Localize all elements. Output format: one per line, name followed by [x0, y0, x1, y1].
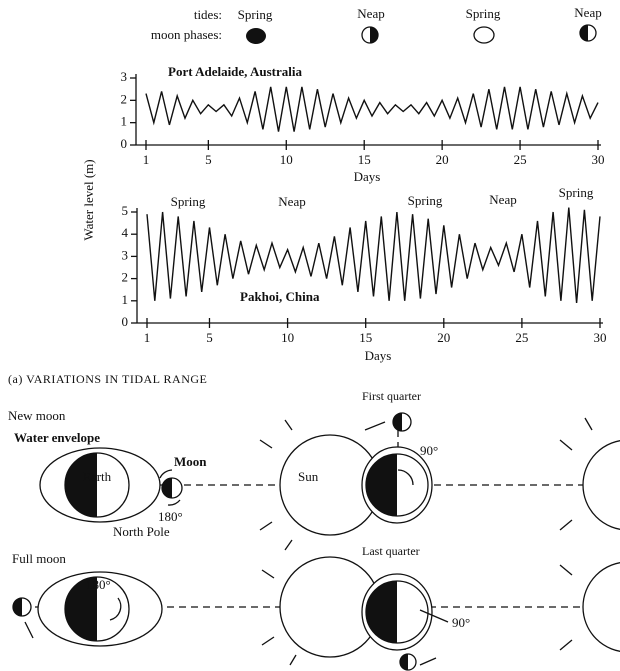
sun-ray	[261, 569, 275, 579]
y-tick-label: 5	[122, 203, 129, 218]
sun-ray	[559, 639, 573, 651]
y-tick-label: 2	[121, 91, 128, 106]
sun-ray	[559, 439, 573, 451]
angle-arc	[397, 469, 414, 486]
x-tick-label: 1	[144, 330, 151, 345]
label: Moon	[174, 454, 207, 469]
tide-line	[146, 207, 601, 304]
x-tick-label: 20	[437, 330, 450, 345]
earth-night	[65, 577, 97, 641]
label: 180°	[86, 577, 111, 592]
tide-name: Neap	[574, 5, 601, 20]
x-axis-label: Days	[365, 348, 392, 363]
y-tick-label: 3	[121, 69, 128, 84]
label: North Pole	[113, 524, 170, 539]
sun-ray	[259, 521, 273, 531]
annotation: Neap	[489, 192, 516, 207]
moon-symbol	[246, 28, 266, 44]
earth-night	[366, 454, 397, 516]
x-tick-label: 1	[143, 152, 150, 167]
y-tick-label: 1	[121, 114, 128, 129]
annotation: Spring	[559, 185, 594, 200]
sun-ray	[259, 439, 273, 449]
sun-ray	[559, 519, 573, 531]
chart-title: Pakhoi, China	[240, 289, 320, 304]
moon-dark	[13, 598, 22, 616]
angle-arc	[109, 597, 122, 621]
pointer	[419, 609, 449, 623]
x-tick-label: 30	[592, 152, 605, 167]
x-tick-label: 25	[515, 330, 528, 345]
label: 180°	[158, 509, 183, 524]
x-tick-label: 25	[514, 152, 527, 167]
label: Last quarter	[362, 544, 420, 558]
label: Full moon	[12, 551, 66, 566]
moon-dark	[162, 478, 172, 498]
sun	[582, 562, 620, 652]
x-tick-label: 5	[205, 152, 212, 167]
moon-dark	[400, 654, 408, 670]
moon-symbol	[473, 26, 495, 44]
moon-symbol	[580, 25, 588, 41]
label: 90°	[452, 615, 470, 630]
tide-name: Neap	[357, 6, 384, 21]
tide-name: Spring	[238, 7, 273, 22]
y-tick-label: 4	[122, 225, 129, 240]
orbit-arrow	[364, 421, 386, 431]
moon-symbol	[370, 27, 378, 43]
orbit-arrow	[24, 621, 34, 639]
label: First quarter	[362, 389, 421, 403]
sun-ray	[584, 417, 593, 431]
label: Water envelope	[14, 430, 100, 445]
label: 90°	[420, 443, 438, 458]
y-tick-label: 2	[122, 270, 129, 285]
x-tick-label: 10	[280, 152, 293, 167]
label: Earth	[83, 469, 112, 484]
sun-ray	[289, 654, 297, 666]
annotation: Spring	[408, 193, 443, 208]
annotation: Neap	[278, 194, 305, 209]
chart-title: Port Adelaide, Australia	[168, 64, 302, 79]
y-tick-label: 0	[121, 136, 128, 151]
earth-night	[366, 581, 397, 643]
sun-ray	[284, 539, 293, 551]
orbit-arrow	[159, 469, 173, 479]
x-axis-label: Days	[354, 169, 381, 184]
sun-ray	[261, 636, 275, 646]
sun-ray	[284, 419, 293, 431]
y-axis-label: Water level (m)	[81, 159, 96, 240]
tide-name: Spring	[466, 6, 501, 21]
x-tick-label: 15	[359, 330, 372, 345]
label: New moon	[8, 408, 66, 423]
sun	[582, 440, 620, 530]
tide-line	[145, 86, 599, 132]
label: Sun	[298, 469, 319, 484]
x-tick-label: 30	[594, 330, 607, 345]
x-tick-label: 10	[281, 330, 294, 345]
x-tick-label: 5	[206, 330, 213, 345]
orbit-arrow	[167, 499, 181, 506]
y-tick-label: 1	[122, 292, 129, 307]
earth-night	[65, 453, 97, 517]
tides-label: tides:	[194, 7, 222, 22]
y-tick-label: 3	[122, 247, 129, 262]
caption: (a) VARIATIONS IN TIDAL RANGE	[8, 372, 207, 386]
x-tick-label: 15	[358, 152, 371, 167]
orbit-arrow	[419, 657, 437, 666]
annotation: Spring	[171, 194, 206, 209]
y-tick-label: 0	[122, 314, 129, 329]
moon-dark	[393, 413, 402, 431]
sun-ray	[559, 564, 573, 576]
phases-label: moon phases:	[151, 27, 222, 42]
x-tick-label: 20	[436, 152, 449, 167]
